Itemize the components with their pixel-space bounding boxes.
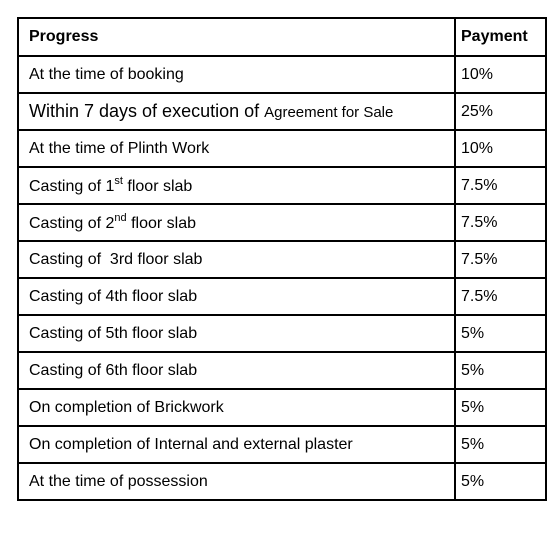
- payment-cell: 5%: [454, 314, 547, 353]
- table-row: Casting of 6th floor slab 5%: [17, 351, 547, 390]
- progress-cell: On completion of Internal and external p…: [17, 425, 456, 464]
- text-segment: At the time of Plinth Work: [29, 139, 210, 157]
- text-segment: Casting of 3rd floor slab: [29, 250, 203, 268]
- table-body: At the time of booking 10% Within 7 days o…: [17, 55, 547, 501]
- progress-cell: On completion of Brickwork: [17, 388, 456, 427]
- progress-cell: Casting of 1st floor slab: [17, 166, 456, 205]
- payment-cell: 5%: [454, 425, 547, 464]
- payment-cell: 25%: [454, 92, 547, 131]
- text-segment: Casting of 5th floor slab: [29, 324, 198, 342]
- progress-cell: At the time of possession: [17, 462, 456, 501]
- table-row: On completion of Brickwork 5%: [17, 388, 547, 427]
- text-segment: At the time of possession: [29, 472, 208, 490]
- text-segment: On completion of Internal and external p…: [29, 435, 353, 453]
- text-segment: Casting of 2: [29, 215, 115, 232]
- text-segment: floor slab: [122, 178, 193, 195]
- table-row: At the time of booking 10%: [17, 55, 547, 94]
- header-row: Progress Payment: [17, 17, 547, 57]
- progress-cell: Casting of 4th floor slab: [17, 277, 456, 316]
- table-row: On completion of Internal and external p…: [17, 425, 547, 464]
- header-cell: Payment: [454, 17, 547, 57]
- payment-cell: 5%: [454, 462, 547, 501]
- payment-cell: 7.5%: [454, 203, 547, 242]
- header-cell: Progress: [17, 17, 456, 57]
- payment-cell: 10%: [454, 129, 547, 168]
- text-segment: Within 7 days of execution of: [29, 101, 265, 121]
- progress-cell: At the time of booking: [17, 55, 456, 94]
- table-row: Casting of 2nd floor slab 7.5%: [17, 203, 547, 242]
- text-segment: Casting of 1: [29, 178, 115, 195]
- text-segment: nd: [114, 212, 127, 224]
- text-segment: floor slab: [126, 215, 197, 232]
- progress-cell: Within 7 days of execution of Agreement …: [17, 92, 456, 131]
- table-row: Casting of 3rd floor slab 7.5%: [17, 240, 547, 279]
- payment-table: Progress Payment At the time of booking 1…: [17, 17, 547, 501]
- table-row: Casting of 5th floor slab 5%: [17, 314, 547, 353]
- progress-cell: Casting of 2nd floor slab: [17, 203, 456, 242]
- text-segment: Casting of 4th floor slab: [29, 287, 198, 305]
- payment-cell: 10%: [454, 55, 547, 94]
- text-segment: Casting of 6th floor slab: [29, 361, 198, 379]
- text-segment: Agreement for Sale: [264, 104, 394, 121]
- progress-cell: Casting of 3rd floor slab: [17, 240, 456, 279]
- payment-cell: 5%: [454, 351, 547, 390]
- text-segment: At the time of booking: [29, 65, 184, 83]
- progress-cell: Casting of 5th floor slab: [17, 314, 456, 353]
- payment-cell: 7.5%: [454, 277, 547, 316]
- table-row: At the time of possession 5%: [17, 462, 547, 501]
- progress-cell: Casting of 6th floor slab: [17, 351, 456, 390]
- payment-cell: 7.5%: [454, 166, 547, 205]
- table-row: Casting of 4th floor slab 7.5%: [17, 277, 547, 316]
- text-segment: st: [114, 175, 123, 187]
- text-segment: On completion of Brickwork: [29, 398, 224, 416]
- table-row: Within 7 days of execution of Agreement …: [17, 92, 547, 131]
- table-row: Casting of 1st floor slab 7.5%: [17, 166, 547, 205]
- progress-cell: At the time of Plinth Work: [17, 129, 456, 168]
- table-row: At the time of Plinth Work 10%: [17, 129, 547, 168]
- payment-cell: 5%: [454, 388, 547, 427]
- payment-cell: 7.5%: [454, 240, 547, 279]
